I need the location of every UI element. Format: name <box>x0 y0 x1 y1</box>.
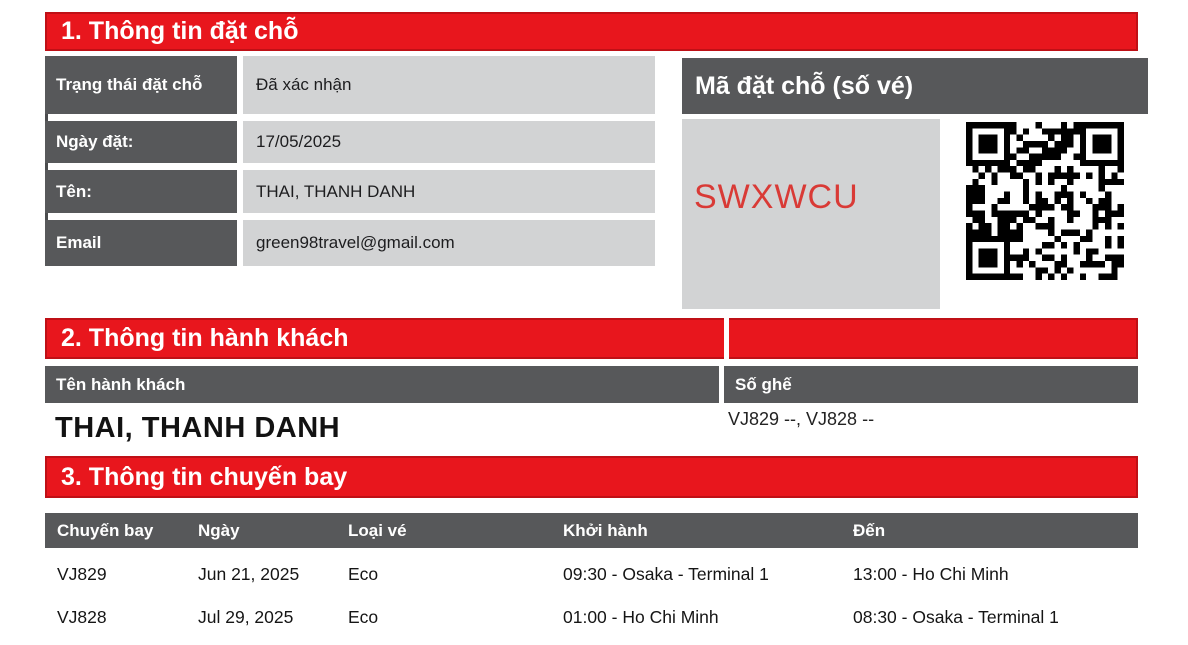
field-label-booking-date: Ngày đặt: <box>45 121 237 163</box>
flight-row: VJ829 Jun 21, 2025 Eco 09:30 - Osaka - T… <box>45 564 1138 590</box>
booking-code-text: SWXWCU <box>694 178 859 216</box>
arrival-info: 13:00 - Ho Chi Minh <box>853 564 1009 584</box>
passenger-name-column-header: Tên hành khách <box>45 366 719 403</box>
fare-class: Eco <box>348 607 379 627</box>
flight-date: Jun 21, 2025 <box>198 564 300 584</box>
booking-code-header: Mã đặt chỗ (số vé) <box>682 58 1148 114</box>
field-value-booking-date: 17/05/2025 <box>243 121 655 163</box>
flight-table-header: Chuyến bay Ngày Loại vé Khởi hành Đến <box>45 513 1138 548</box>
field-label-status: Trạng thái đặt chỗ <box>45 56 237 114</box>
column-departure: Khởi hành <box>563 520 648 540</box>
bar-divider <box>724 318 729 359</box>
column-arrival: Đến <box>853 520 886 540</box>
field-value-email: green98travel@gmail.com <box>243 220 655 266</box>
section2-title-bar: 2. Thông tin hành khách <box>45 318 1138 359</box>
flight-number: VJ828 <box>57 607 107 627</box>
flight-row: VJ828 Jul 29, 2025 Eco 01:00 - Ho Chi Mi… <box>45 607 1138 633</box>
field-label-name: Tên: <box>45 170 237 213</box>
departure-info: 01:00 - Ho Chi Minh <box>563 607 719 627</box>
field-value-status: Đã xác nhận <box>243 56 655 114</box>
section1-title: 1. Thông tin đặt chỗ <box>61 17 299 45</box>
section3-title: 3. Thông tin chuyến bay <box>61 462 348 491</box>
qr-code-icon <box>966 122 1124 280</box>
section3-title-bar: 3. Thông tin chuyến bay <box>45 456 1138 498</box>
seat-numbers: VJ829 --, VJ828 -- <box>728 409 875 429</box>
fare-class: Eco <box>348 564 379 584</box>
flight-date: Jul 29, 2025 <box>198 607 294 627</box>
departure-info: 09:30 - Osaka - Terminal 1 <box>563 564 769 584</box>
section1-title-bar: 1. Thông tin đặt chỗ <box>45 12 1138 51</box>
column-flight: Chuyến bay <box>57 520 154 540</box>
seat-column-header: Số ghế <box>724 366 1138 403</box>
section2-title: 2. Thông tin hành khách <box>61 324 349 352</box>
flight-number: VJ829 <box>57 564 107 584</box>
column-date: Ngày <box>198 520 240 540</box>
field-value-name: THAI, THANH DANH <box>243 170 655 213</box>
field-label-email: Email <box>45 220 237 266</box>
column-fare: Loại vé <box>348 520 407 540</box>
arrival-info: 08:30 - Osaka - Terminal 1 <box>853 607 1059 627</box>
booking-code-box <box>682 119 940 309</box>
passenger-name: THAI, THANH DANH <box>55 412 341 444</box>
